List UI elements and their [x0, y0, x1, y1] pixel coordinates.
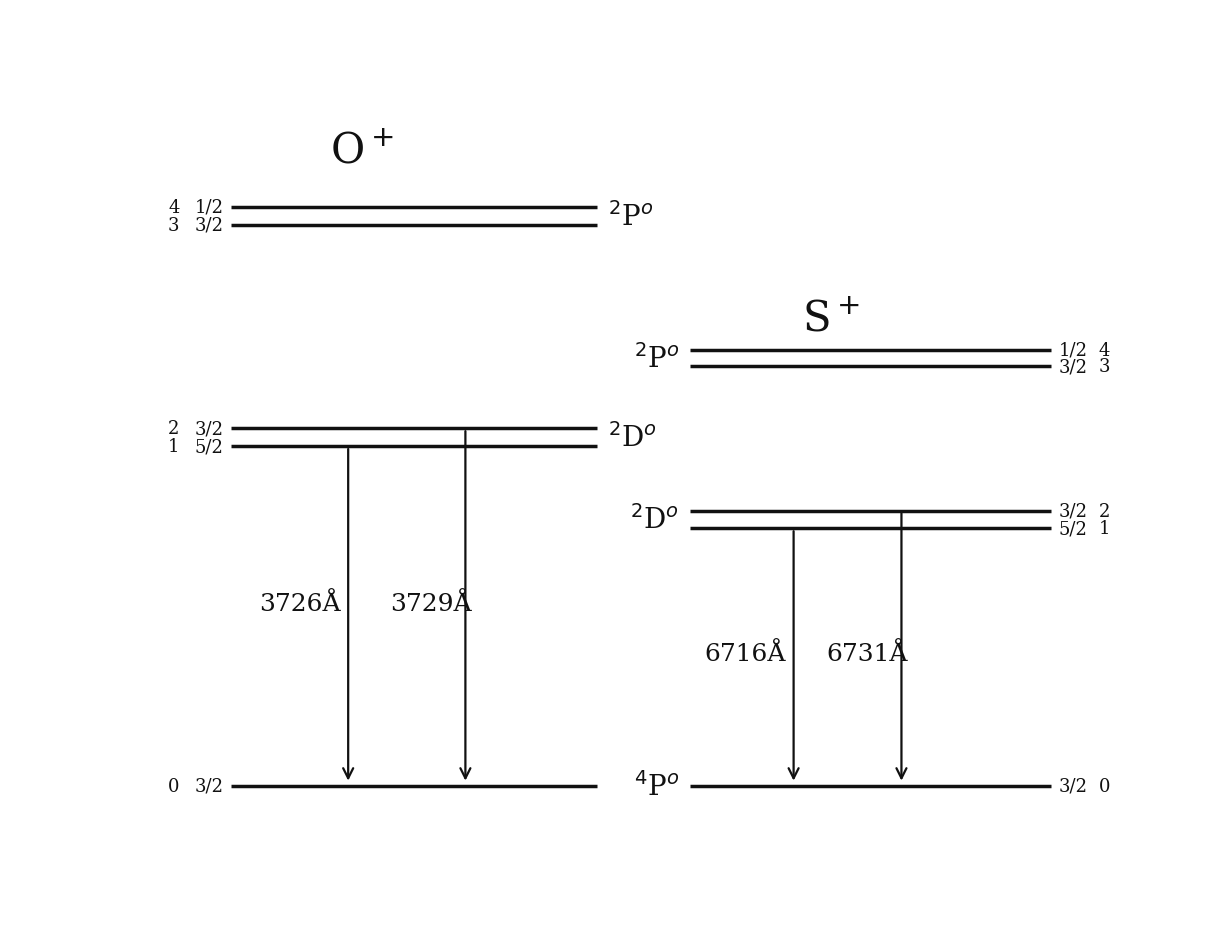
- Text: 3/2: 3/2: [1059, 502, 1088, 520]
- Text: 4: 4: [168, 198, 179, 217]
- Text: 3729Å: 3729Å: [391, 592, 472, 616]
- Text: 3: 3: [168, 217, 179, 235]
- Text: $^4$P$^o$: $^4$P$^o$: [634, 771, 679, 801]
- Text: $^2$D$^o$: $^2$D$^o$: [630, 505, 679, 535]
- Text: 3: 3: [1099, 358, 1110, 375]
- Text: 3/2: 3/2: [195, 777, 224, 794]
- Text: 5/2: 5/2: [195, 438, 224, 456]
- Text: 6731Å: 6731Å: [826, 642, 908, 666]
- Text: 6716Å: 6716Å: [704, 642, 786, 666]
- Text: 1: 1: [168, 438, 179, 456]
- Text: 5/2: 5/2: [1059, 520, 1088, 538]
- Text: 2: 2: [1099, 502, 1110, 520]
- Text: O$^+$: O$^+$: [330, 129, 394, 171]
- Text: 2: 2: [168, 420, 179, 438]
- Text: 3726Å: 3726Å: [259, 592, 341, 616]
- Text: $^2$P$^o$: $^2$P$^o$: [634, 344, 679, 374]
- Text: 1/2: 1/2: [195, 198, 224, 217]
- Text: 1/2: 1/2: [1059, 341, 1088, 360]
- Text: 3/2: 3/2: [1059, 777, 1088, 794]
- Text: 0: 0: [1099, 777, 1110, 794]
- Text: $^2$P$^o$: $^2$P$^o$: [607, 201, 653, 232]
- Text: 0: 0: [168, 777, 179, 794]
- Text: S$^+$: S$^+$: [802, 297, 860, 338]
- Text: 3/2: 3/2: [1059, 358, 1088, 375]
- Text: 4: 4: [1099, 341, 1110, 360]
- Text: 1: 1: [1099, 520, 1110, 538]
- Text: 3/2: 3/2: [195, 420, 224, 438]
- Text: $^2$D$^o$: $^2$D$^o$: [607, 423, 657, 452]
- Text: 3/2: 3/2: [195, 217, 224, 235]
